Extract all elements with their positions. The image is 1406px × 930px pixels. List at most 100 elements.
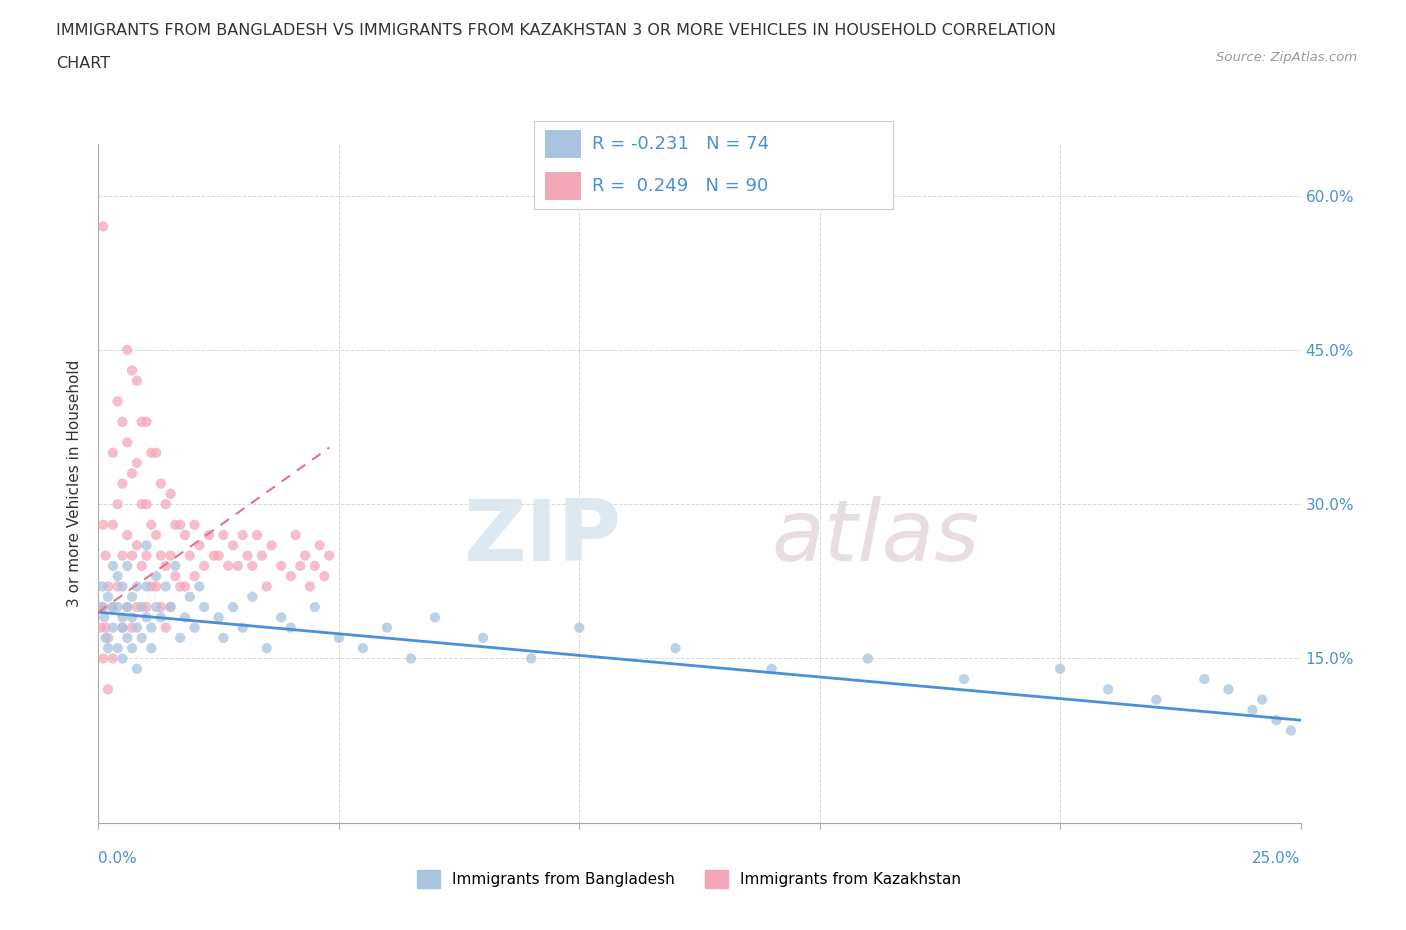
Point (125, 373, 148, 388)
Point (169, 579, 191, 594)
Point (125, 538, 148, 552)
Point (107, 569, 129, 584)
Point (280, 569, 302, 584)
Point (131, 558, 153, 573)
Point (94, 548, 117, 563)
Point (290, 558, 312, 573)
Point (174, 610, 197, 625)
Point (121, 641, 143, 656)
Point (145, 527, 167, 542)
Point (664, 641, 686, 656)
Point (472, 631, 495, 645)
Point (1251, 692, 1274, 707)
Point (131, 631, 153, 645)
Point (232, 620, 254, 635)
Point (208, 610, 231, 625)
Point (141, 517, 163, 532)
Point (260, 538, 283, 552)
Point (328, 631, 350, 645)
Point (121, 548, 143, 563)
Point (179, 590, 201, 604)
Point (145, 600, 167, 615)
Point (125, 620, 148, 635)
Point (121, 466, 143, 481)
Point (155, 558, 177, 573)
Point (217, 558, 239, 573)
Text: Source: ZipAtlas.com: Source: ZipAtlas.com (1216, 51, 1357, 64)
Point (101, 517, 124, 532)
Point (135, 610, 157, 625)
Point (169, 631, 191, 645)
Point (232, 527, 254, 542)
Point (117, 631, 139, 645)
Point (520, 651, 543, 666)
Text: ZIP: ZIP (464, 497, 621, 579)
Point (90, 600, 112, 615)
Point (149, 610, 172, 625)
Point (298, 579, 321, 594)
Point (1218, 682, 1240, 697)
Point (94, 631, 117, 645)
Point (155, 579, 177, 594)
Point (117, 600, 139, 615)
Point (149, 476, 172, 491)
Point (953, 671, 976, 686)
Point (141, 641, 163, 656)
Point (1144, 692, 1167, 707)
Point (1194, 671, 1216, 686)
Text: 0.0%: 0.0% (98, 851, 138, 866)
Point (212, 631, 235, 645)
Point (145, 569, 167, 584)
Point (111, 620, 134, 635)
Point (107, 394, 129, 409)
Point (159, 486, 181, 501)
Point (97, 641, 120, 656)
Point (169, 517, 191, 532)
Point (352, 641, 374, 656)
Point (188, 538, 211, 552)
Text: R = -0.231   N = 74: R = -0.231 N = 74 (592, 135, 769, 153)
Text: R =  0.249   N = 90: R = 0.249 N = 90 (592, 178, 768, 195)
Point (256, 641, 278, 656)
Text: IMMIGRANTS FROM BANGLADESH VS IMMIGRANTS FROM KAZAKHSTAN 3 OR MORE VEHICLES IN H: IMMIGRANTS FROM BANGLADESH VS IMMIGRANTS… (56, 23, 1056, 38)
Point (117, 342, 139, 357)
Point (155, 620, 177, 635)
Point (111, 415, 134, 430)
Point (135, 415, 157, 430)
Point (1241, 702, 1264, 717)
Point (125, 661, 148, 676)
Point (165, 558, 187, 573)
Y-axis label: 3 or more Vehicles in Household: 3 or more Vehicles in Household (67, 360, 83, 607)
Legend: Immigrants from Bangladesh, Immigrants from Kazakhstan: Immigrants from Bangladesh, Immigrants f… (411, 864, 967, 895)
Point (294, 548, 316, 563)
Point (117, 600, 139, 615)
Point (280, 620, 302, 635)
Point (568, 620, 591, 635)
Point (318, 548, 340, 563)
Point (159, 600, 181, 615)
Point (107, 497, 129, 512)
Point (145, 445, 167, 460)
Point (208, 548, 231, 563)
Point (1265, 712, 1288, 727)
Point (183, 569, 205, 584)
Point (165, 569, 187, 584)
Point (91, 600, 114, 615)
Point (240, 590, 263, 604)
Point (222, 600, 245, 615)
Point (183, 517, 205, 532)
Text: CHART: CHART (56, 56, 110, 71)
Point (125, 579, 148, 594)
Point (101, 620, 124, 635)
Point (111, 610, 134, 625)
Point (423, 610, 446, 625)
Point (159, 548, 181, 563)
Point (107, 579, 129, 594)
Point (179, 548, 201, 563)
Point (111, 620, 134, 635)
Point (121, 610, 143, 625)
Point (91, 651, 114, 666)
Point (121, 363, 143, 378)
Point (155, 497, 177, 512)
Point (193, 558, 215, 573)
